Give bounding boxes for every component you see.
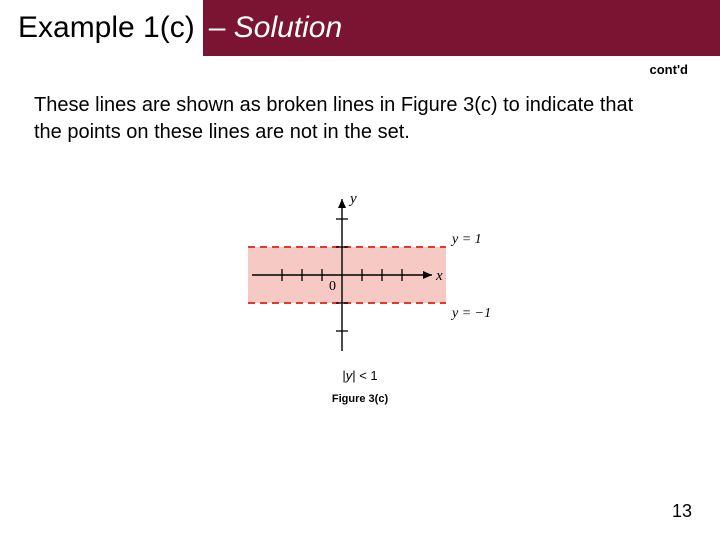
title-bar: Example 1(c) – Solution <box>0 0 720 56</box>
body-paragraph: These lines are shown as broken lines in… <box>34 92 644 146</box>
svg-text:y = 1: y = 1 <box>450 232 482 247</box>
figure-container: y x 0 y = 1 y = −1 |y| < 1 Figure 3(c) <box>0 180 720 405</box>
continued-label: cont'd <box>650 62 688 77</box>
figure-number-caption: Figure 3(c) <box>332 393 388 405</box>
svg-text:y = −1: y = −1 <box>450 306 491 321</box>
title-solution: – Solution <box>203 11 342 45</box>
caption-abs-close: | < 1 <box>352 368 377 383</box>
title-example: Example 1(c) <box>0 0 203 56</box>
svg-text:0: 0 <box>329 279 336 294</box>
title-solution-word: Solution <box>234 11 342 44</box>
figure-graph: y x 0 y = 1 y = −1 <box>220 180 500 360</box>
svg-text:y: y <box>348 191 357 207</box>
page-number: 13 <box>672 501 692 522</box>
svg-text:x: x <box>435 268 443 284</box>
figure-inequality-caption: |y| < 1 <box>342 368 377 383</box>
title-dash: – <box>209 11 234 44</box>
